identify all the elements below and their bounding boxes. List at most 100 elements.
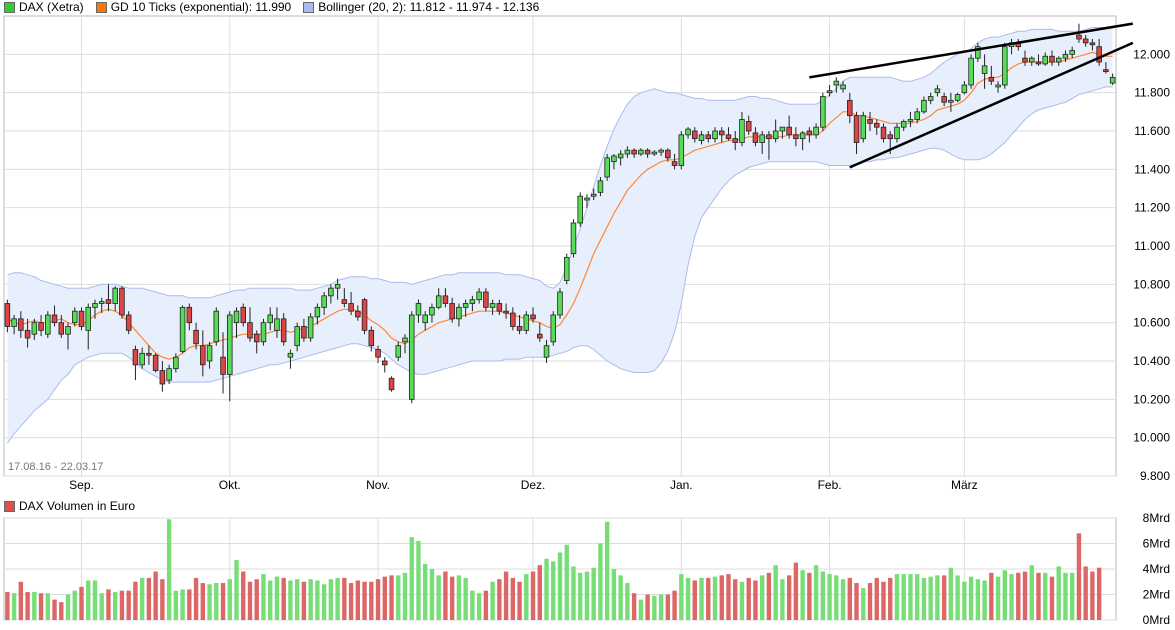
candle-body [550, 314, 557, 343]
volume-bar [342, 577, 347, 620]
volume-bar [308, 579, 313, 620]
candle-body [766, 134, 772, 140]
candle-body [934, 88, 941, 94]
volume-bar [423, 563, 428, 620]
trendline [849, 41, 1134, 169]
volume-bar [908, 574, 913, 620]
price-ytick-label: 11.200 [1134, 201, 1170, 215]
volume-bar [759, 575, 765, 620]
candle-body [132, 349, 139, 366]
candle-body [894, 126, 900, 140]
candle-body [314, 306, 321, 318]
candle-body [45, 314, 51, 335]
volume-bar [1083, 566, 1088, 620]
candle-body [173, 356, 179, 370]
volume-bar [834, 575, 839, 620]
candle-body [873, 122, 880, 128]
candle-body [476, 291, 482, 301]
volume-bar [989, 572, 994, 620]
candle-body [510, 312, 516, 327]
candle-body [1109, 76, 1116, 84]
price-ytick-label: 10.400 [1133, 354, 1170, 368]
candle-body [462, 303, 469, 308]
volume-bar [948, 567, 954, 620]
legend-volume-label: DAX Volumen in Euro [19, 499, 136, 513]
candle-body [85, 306, 92, 331]
candle-body [233, 310, 240, 324]
candle-body [981, 65, 988, 74]
volume-bar [207, 584, 212, 620]
month-label: Feb. [818, 478, 842, 492]
candle-body [847, 99, 853, 117]
volume-bar [591, 567, 596, 620]
candle-body [914, 111, 920, 120]
volume-bar [921, 577, 927, 620]
candle-body [786, 126, 792, 136]
candle-body [348, 303, 354, 312]
volume-bar [685, 577, 691, 620]
volume-bar [1009, 574, 1014, 620]
candle-body [820, 96, 826, 128]
price-ytick-label: 11.000 [1134, 239, 1170, 253]
candle-body [692, 130, 698, 140]
candle-body [712, 130, 718, 140]
ema-line [7, 51, 1113, 360]
legend-price-label-1: GD 10 Ticks (exponential): 11.990 [110, 0, 292, 14]
volume-bar [726, 574, 731, 620]
volume-bar [611, 569, 617, 620]
volume-bar [1049, 576, 1055, 620]
candle-body [988, 76, 995, 82]
candle-body [280, 318, 287, 343]
volume-bar [1096, 567, 1102, 620]
candle-body [287, 352, 294, 358]
candle-body [449, 303, 455, 320]
volume-bar [719, 575, 724, 620]
candle-body [530, 314, 536, 320]
candle-body [18, 318, 24, 331]
volume-bar [773, 565, 778, 620]
candle-body [813, 126, 819, 136]
candle-body [11, 318, 17, 327]
candle-body [678, 134, 685, 166]
volume-bar [914, 574, 920, 620]
volume-bar [820, 571, 826, 620]
volume-bar [214, 583, 219, 620]
volume-bar [92, 580, 98, 620]
candle-body [1076, 34, 1082, 40]
volume-bar [1090, 571, 1095, 620]
candle-body [658, 149, 664, 153]
volume-bar [510, 577, 516, 620]
candle-body [355, 310, 361, 318]
candle-body [1062, 53, 1069, 59]
candle-body [193, 329, 199, 345]
candle-body [1069, 50, 1075, 55]
volume-bar [362, 581, 367, 620]
candle-body [752, 132, 759, 143]
candle-body [65, 326, 71, 335]
candle-body [557, 291, 563, 316]
volume-bar [840, 579, 846, 620]
candle-body [220, 356, 226, 375]
volume-bar [375, 579, 381, 620]
volume-bar [32, 591, 37, 620]
volume-bar [982, 580, 987, 620]
candle-body [900, 121, 907, 128]
volume-bar [995, 576, 1001, 620]
candle-body [166, 368, 172, 381]
volume-bar [119, 590, 125, 620]
candle-body [496, 303, 503, 312]
volume-bar [348, 583, 354, 620]
candle-body [408, 314, 415, 400]
volume-bar [139, 577, 145, 620]
volume-bar [753, 580, 758, 620]
candle-body [72, 310, 78, 324]
candle-body [361, 299, 368, 331]
volume-bar [551, 561, 556, 620]
candle-body [685, 128, 691, 136]
price-ytick-label: 10.800 [1133, 277, 1170, 291]
volume-bar [38, 593, 44, 620]
candle-body [395, 345, 402, 358]
volume-bar [1022, 571, 1028, 620]
